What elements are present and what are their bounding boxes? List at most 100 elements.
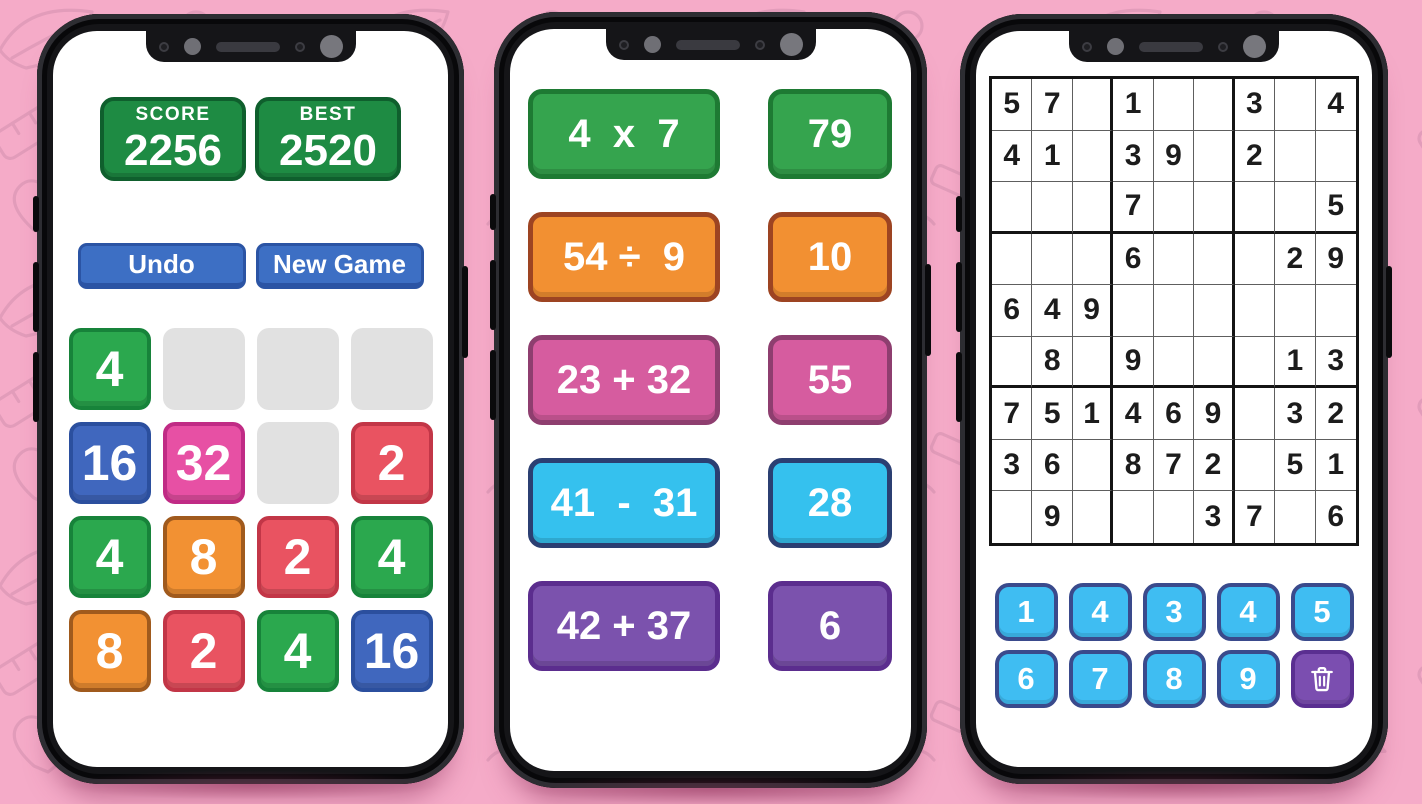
- sudoku-cell-r2c3[interactable]: [1072, 130, 1114, 183]
- sudoku-cell-r5c5[interactable]: [1153, 285, 1195, 337]
- sudoku-cell-r4c1[interactable]: [992, 233, 1033, 286]
- sudoku-cell-r4c5[interactable]: [1153, 233, 1195, 286]
- sudoku-cell-r5c6[interactable]: [1194, 285, 1235, 337]
- sudoku-cell-r3c5[interactable]: [1153, 182, 1195, 234]
- sudoku-cell-r2c9[interactable]: [1315, 131, 1356, 183]
- sudoku-cell-r6c2[interactable]: 8: [1032, 336, 1073, 389]
- numpad-8[interactable]: 8: [1142, 650, 1206, 708]
- sudoku-cell-r5c2[interactable]: 4: [1032, 285, 1073, 337]
- sudoku-cell-r9c6[interactable]: 3: [1194, 491, 1235, 543]
- sudoku-cell-r6c1[interactable]: [992, 336, 1033, 389]
- sudoku-cell-r2c5[interactable]: 9: [1153, 130, 1195, 183]
- game-2048-grid[interactable]: 4 16 32 2 4 8 2 4 8 2 4 16: [53, 328, 448, 692]
- undo-button[interactable]: Undo: [77, 243, 246, 289]
- problem-card[interactable]: 42 + 37: [528, 581, 720, 671]
- sudoku-cell-r7c6[interactable]: 9: [1194, 388, 1235, 440]
- sudoku-cell-r9c2[interactable]: 9: [1032, 491, 1073, 543]
- sudoku-cell-r2c7[interactable]: 2: [1234, 130, 1276, 183]
- sudoku-cell-r6c3[interactable]: [1072, 336, 1114, 389]
- sudoku-cell-r7c8[interactable]: 3: [1275, 388, 1316, 440]
- sudoku-cell-r7c2[interactable]: 5: [1032, 388, 1073, 440]
- sudoku-cell-r8c7[interactable]: [1234, 439, 1276, 492]
- sudoku-cell-r6c7[interactable]: [1234, 336, 1276, 389]
- sudoku-cell-r1c7[interactable]: 3: [1234, 79, 1276, 131]
- problem-card[interactable]: 41 - 31: [528, 458, 720, 548]
- sudoku-cell-r7c4[interactable]: 4: [1113, 388, 1154, 440]
- numpad-9[interactable]: 9: [1216, 650, 1280, 708]
- sudoku-cell-r1c2[interactable]: 7: [1032, 79, 1073, 131]
- sudoku-cell-r1c8[interactable]: [1275, 79, 1316, 131]
- sudoku-cell-r2c8[interactable]: [1275, 130, 1316, 183]
- sudoku-cell-r6c8[interactable]: 1: [1275, 336, 1316, 389]
- sudoku-cell-r1c3[interactable]: [1072, 79, 1114, 131]
- sudoku-cell-r3c1[interactable]: [992, 182, 1033, 234]
- sudoku-cell-r3c4[interactable]: 7: [1113, 182, 1154, 234]
- sudoku-cell-r8c5[interactable]: 7: [1153, 439, 1195, 492]
- sudoku-cell-r8c2[interactable]: 6: [1032, 439, 1073, 492]
- numpad-4[interactable]: 4: [1068, 583, 1132, 641]
- sudoku-cell-r3c8[interactable]: [1275, 182, 1316, 234]
- trash-button[interactable]: [1290, 650, 1354, 708]
- sudoku-cell-r6c6[interactable]: [1194, 336, 1235, 389]
- sudoku-cell-r8c8[interactable]: 5: [1275, 439, 1316, 492]
- sudoku-cell-r9c7[interactable]: 7: [1235, 491, 1276, 543]
- sudoku-cell-r1c6[interactable]: [1194, 79, 1235, 131]
- sudoku-cell-r1c9[interactable]: 4: [1315, 79, 1356, 131]
- answer-card[interactable]: 28: [768, 458, 892, 548]
- sudoku-cell-r9c3[interactable]: [1073, 491, 1114, 543]
- sudoku-cell-r9c5[interactable]: [1154, 491, 1195, 543]
- sudoku-cell-r5c4[interactable]: [1113, 285, 1154, 337]
- sudoku-cell-r4c2[interactable]: [1032, 233, 1073, 286]
- sudoku-cell-r7c7[interactable]: [1234, 388, 1276, 440]
- sudoku-cell-r9c4[interactable]: [1113, 491, 1154, 543]
- answer-card[interactable]: 10: [768, 212, 892, 302]
- sudoku-cell-r4c6[interactable]: [1194, 233, 1235, 286]
- sudoku-cell-r4c8[interactable]: 2: [1275, 233, 1316, 286]
- sudoku-cell-r8c1[interactable]: 3: [992, 439, 1033, 492]
- sudoku-cell-r8c6[interactable]: 2: [1194, 439, 1235, 492]
- numpad-5[interactable]: 5: [1290, 583, 1354, 641]
- answer-card[interactable]: 79: [768, 89, 892, 179]
- problem-card[interactable]: 4 x 7: [528, 89, 720, 179]
- sudoku-cell-r8c3[interactable]: [1072, 439, 1114, 492]
- numpad-7[interactable]: 7: [1068, 650, 1132, 708]
- sudoku-cell-r6c9[interactable]: 3: [1315, 337, 1356, 389]
- sudoku-cell-r1c4[interactable]: 1: [1113, 79, 1154, 131]
- sudoku-cell-r3c2[interactable]: [1032, 182, 1073, 234]
- problem-card[interactable]: 23 + 32: [528, 335, 720, 425]
- sudoku-cell-r5c9[interactable]: [1315, 285, 1356, 337]
- sudoku-cell-r1c1[interactable]: 5: [992, 79, 1033, 131]
- sudoku-cell-r2c6[interactable]: [1194, 130, 1235, 183]
- sudoku-cell-r7c1[interactable]: 7: [992, 388, 1033, 440]
- sudoku-cell-r4c4[interactable]: 6: [1113, 233, 1154, 286]
- numpad-3[interactable]: 3: [1142, 583, 1206, 641]
- sudoku-cell-r4c3[interactable]: [1072, 233, 1114, 286]
- new-game-button[interactable]: New Game: [255, 243, 424, 289]
- sudoku-cell-r3c9[interactable]: 5: [1315, 182, 1356, 234]
- sudoku-cell-r8c9[interactable]: 1: [1315, 440, 1356, 492]
- answer-card[interactable]: 55: [768, 335, 892, 425]
- sudoku-cell-r7c3[interactable]: 1: [1072, 388, 1114, 440]
- sudoku-cell-r3c7[interactable]: [1234, 182, 1276, 234]
- sudoku-cell-r9c8[interactable]: [1275, 491, 1316, 543]
- sudoku-cell-r5c1[interactable]: 6: [992, 285, 1033, 337]
- numpad-4[interactable]: 4: [1216, 583, 1280, 641]
- sudoku-cell-r3c6[interactable]: [1194, 182, 1235, 234]
- sudoku-cell-r9c9[interactable]: 6: [1327, 500, 1345, 534]
- sudoku-cell-r2c1[interactable]: 4: [992, 130, 1033, 183]
- sudoku-cell-r7c9[interactable]: 2: [1315, 388, 1356, 440]
- answer-card[interactable]: 6: [768, 581, 892, 671]
- sudoku-cell-r4c7[interactable]: [1234, 233, 1276, 286]
- sudoku-cell-r8c4[interactable]: 8: [1113, 439, 1154, 492]
- numpad-1[interactable]: 1: [994, 583, 1058, 641]
- numpad-6[interactable]: 6: [994, 650, 1058, 708]
- sudoku-cell-r1c5[interactable]: [1153, 79, 1195, 131]
- sudoku-cell-r6c5[interactable]: [1153, 336, 1195, 389]
- sudoku-cell-r7c5[interactable]: 6: [1153, 388, 1195, 440]
- sudoku-cell-r9c1[interactable]: [992, 491, 1033, 543]
- sudoku-cell-r5c7[interactable]: [1234, 285, 1276, 337]
- sudoku-cell-r2c4[interactable]: 3: [1113, 130, 1154, 183]
- problem-card[interactable]: 54 ÷ 9: [528, 212, 720, 302]
- sudoku-cell-r3c3[interactable]: [1072, 182, 1114, 234]
- sudoku-cell-r5c8[interactable]: [1275, 285, 1316, 337]
